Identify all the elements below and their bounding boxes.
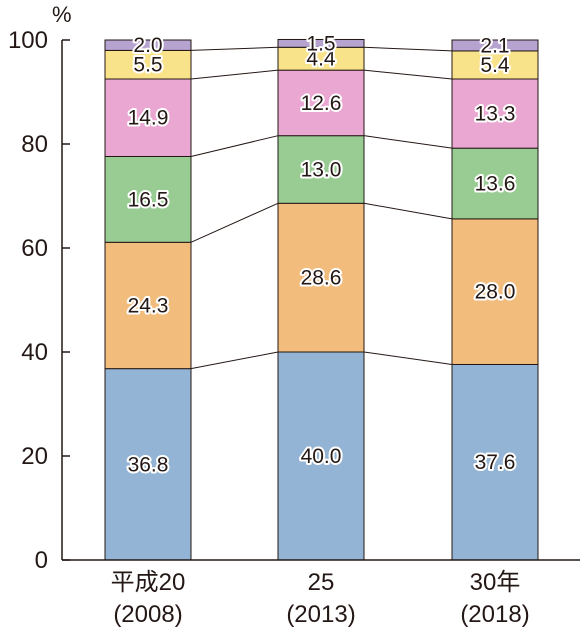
connector-line bbox=[363, 69, 453, 80]
bar-segment bbox=[104, 155, 192, 243]
bar-segment bbox=[104, 49, 192, 80]
connector-line bbox=[363, 46, 453, 52]
x-category-label: 25 bbox=[308, 569, 335, 596]
bar-segment bbox=[451, 39, 539, 52]
data-label: 13.0 bbox=[301, 158, 342, 181]
y-tick-label: 100 bbox=[8, 27, 48, 54]
data-label: 2.0 bbox=[133, 34, 162, 57]
data-label: 37.6 bbox=[475, 451, 516, 474]
bar-segment bbox=[277, 202, 365, 353]
connector-line bbox=[190, 135, 279, 157]
x-category-year: (2018) bbox=[460, 601, 529, 628]
bar-segment bbox=[277, 351, 365, 561]
bar-segment bbox=[451, 78, 539, 149]
connector-line bbox=[363, 135, 453, 149]
data-label: 13.3 bbox=[475, 103, 516, 126]
y-unit-label: % bbox=[52, 2, 72, 27]
bar-segment bbox=[451, 363, 539, 561]
connector-lines bbox=[190, 46, 453, 370]
bar-segment bbox=[451, 218, 539, 365]
data-label: 12.6 bbox=[301, 92, 342, 115]
data-label: 28.6 bbox=[301, 267, 342, 290]
bar-segment bbox=[104, 78, 192, 157]
y-tick-label: 80 bbox=[21, 131, 48, 158]
data-label: 28.0 bbox=[475, 281, 516, 304]
connector-line bbox=[190, 69, 279, 80]
connector-line bbox=[190, 202, 279, 243]
y-tick-label: 0 bbox=[35, 547, 48, 574]
bar-segment bbox=[277, 69, 365, 137]
axes bbox=[61, 40, 580, 561]
connector-line bbox=[190, 351, 279, 370]
bar-segment bbox=[104, 39, 192, 51]
x-category-year: (2013) bbox=[286, 601, 355, 628]
bar-segment bbox=[277, 38, 365, 48]
y-tick-label: 40 bbox=[21, 339, 48, 366]
bar-segment bbox=[104, 241, 192, 370]
y-tick-label: 20 bbox=[21, 443, 48, 470]
data-label: 36.8 bbox=[128, 453, 169, 476]
y-tick-label: 60 bbox=[21, 235, 48, 262]
data-label: 5.4 bbox=[480, 54, 510, 77]
data-label: 13.6 bbox=[475, 173, 516, 196]
y-tick-group: 0 20 40 60 80 100 bbox=[8, 27, 70, 574]
bar-segments bbox=[104, 38, 539, 561]
data-label: 2.1 bbox=[480, 34, 509, 57]
data-label: 1.5 bbox=[306, 32, 335, 55]
bar-segment bbox=[451, 50, 539, 80]
x-label-group: 平成20 (2008) 25 (2013) 30年 (2018) bbox=[111, 569, 530, 628]
x-category-label: 30年 bbox=[470, 569, 521, 596]
x-category-year: (2008) bbox=[113, 601, 182, 628]
data-label: 14.9 bbox=[128, 107, 169, 130]
bar-segment bbox=[451, 147, 539, 220]
data-label-group: 36.8 24.3 16.5 14.9 5.52.0 40.0 28.6 13.0 12.6 4.… bbox=[126, 30, 518, 478]
x-category-label: 平成20 bbox=[111, 569, 186, 596]
data-label: 5.5 bbox=[133, 54, 162, 77]
connector-line bbox=[190, 46, 279, 51]
data-label: 24.3 bbox=[128, 294, 169, 317]
connector-line bbox=[363, 202, 453, 220]
data-label: 16.5 bbox=[128, 188, 169, 211]
connector-line bbox=[363, 351, 453, 365]
data-label: 40.0 bbox=[301, 445, 342, 468]
data-label: 4.4 bbox=[306, 48, 336, 71]
